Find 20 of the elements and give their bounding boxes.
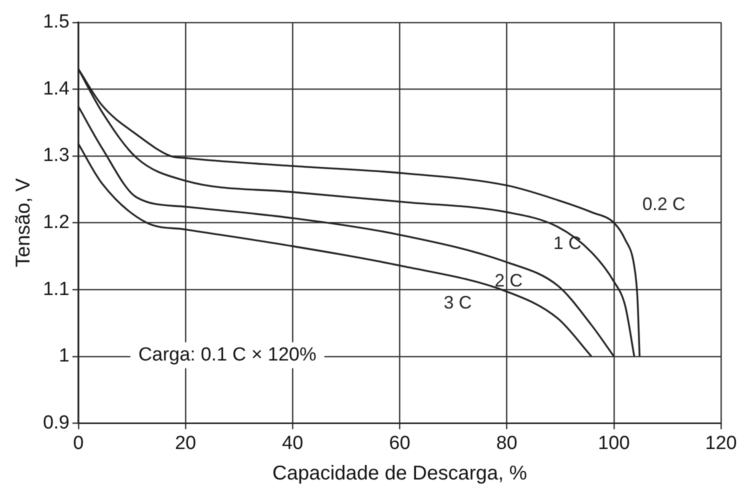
y-tick-label: 1.1 — [42, 278, 70, 300]
series-label: 0.2 C — [642, 194, 686, 214]
y-tick-label: 1 — [58, 346, 70, 367]
x-axis-title: Capacidade de Descarga, % — [272, 462, 528, 485]
x-tick-label: 120 — [705, 432, 737, 454]
y-tick-label: 1.3 — [42, 145, 70, 166]
x-tick-label: 40 — [282, 432, 304, 454]
y-tick-label: 1.4 — [42, 78, 70, 100]
y-tick-label: 1.2 — [42, 212, 70, 234]
series-label: 3 C — [444, 292, 472, 313]
y-axis-title: Tensão, V — [12, 178, 35, 268]
x-tick-label: 100 — [598, 432, 630, 454]
y-tick-label: 0.9 — [42, 412, 70, 434]
x-tick-label: 60 — [389, 432, 410, 454]
series-label: 2 C — [494, 270, 523, 291]
x-tick-label: 20 — [174, 432, 196, 454]
y-tick-label: 1.5 — [42, 12, 70, 33]
annotation: Carga: 0.1 C × 120% — [138, 344, 316, 366]
x-tick-label: 80 — [496, 432, 518, 454]
x-tick-label: 0 — [73, 432, 84, 454]
